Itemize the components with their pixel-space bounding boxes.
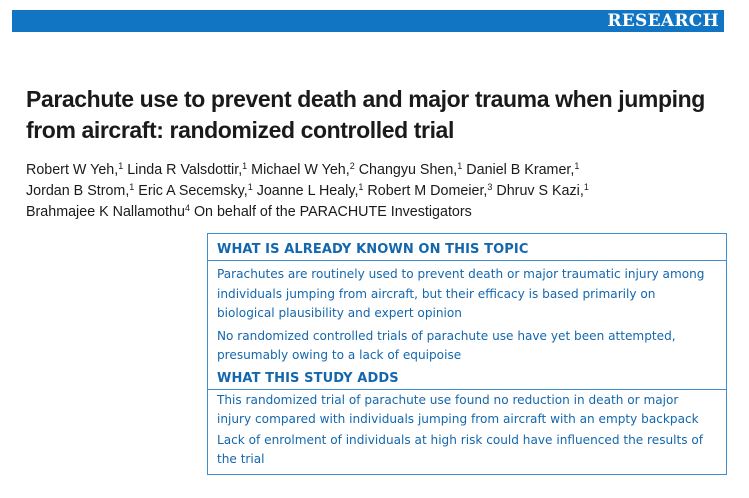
paragraph-line: This randomized trial of parachute use f… — [217, 392, 679, 407]
author-list: Robert W Yeh,1 Linda R Valsdottir,1 Mich… — [26, 160, 726, 223]
paragraph-line: biological plausibility and expert opini… — [217, 306, 462, 320]
author-name: Brahmajee K Nallamothu — [26, 204, 185, 220]
author-name: Jordan B Strom, — [26, 183, 130, 199]
author-name: Robert M Domeier, — [367, 183, 488, 199]
known-paragraph: No randomized controlled trials of parac… — [208, 327, 726, 366]
adds-heading: WHAT THIS STUDY ADDS — [208, 366, 726, 390]
adds-paragraph: Lack of enrolment of individuals at high… — [208, 431, 726, 470]
author-name: Eric A Secemsky, — [138, 183, 248, 199]
affiliation-mark: 3 — [487, 182, 493, 192]
author-name: Daniel B Kramer, — [466, 162, 575, 178]
title-line: from aircraft: randomized controlled tri… — [26, 117, 454, 143]
affiliation-mark: 1 — [247, 182, 253, 192]
paragraph-line: Lack of enrolment of individuals at high… — [217, 432, 704, 447]
affiliation-mark: 1 — [129, 182, 135, 192]
known-heading: WHAT IS ALREADY KNOWN ON THIS TOPIC — [208, 234, 726, 261]
author-name: Changyu Shen, — [358, 162, 458, 178]
paragraph-line: injury compared with individuals jumping… — [217, 412, 699, 426]
section-header-band: RESEARCH — [12, 10, 724, 32]
affiliation-mark: 1 — [574, 161, 580, 171]
affiliation-mark: 1 — [242, 161, 248, 171]
on-behalf-note: On behalf of the PARACHUTE Investigators — [193, 204, 472, 220]
affiliation-mark: 1 — [583, 182, 589, 192]
paragraph-line: Parachutes are routinely used to prevent… — [217, 267, 705, 281]
paragraph-line: the trial — [217, 452, 265, 466]
author-name: Robert W Yeh, — [26, 162, 119, 178]
summary-box: WHAT IS ALREADY KNOWN ON THIS TOPIC Para… — [207, 233, 727, 475]
affiliation-mark: 2 — [349, 161, 355, 171]
known-paragraph: Parachutes are routinely used to prevent… — [208, 265, 726, 324]
paragraph-line: No randomized controlled trials of parac… — [217, 328, 676, 343]
title-line: Parachute use to prevent death and major… — [26, 86, 705, 112]
affiliation-mark: 1 — [457, 161, 463, 171]
paragraph-line: presumably owing to a lack of equipoise — [217, 348, 462, 362]
author-name: Dhruv S Kazi, — [496, 183, 584, 199]
article-title: Parachute use to prevent death and major… — [26, 84, 741, 146]
adds-paragraph: This randomized trial of parachute use f… — [208, 391, 726, 430]
author-name: Linda R Valsdottir, — [127, 162, 243, 178]
affiliation-mark: 4 — [184, 203, 190, 213]
author-name: Michael W Yeh, — [251, 162, 350, 178]
affiliation-mark: 1 — [358, 182, 364, 192]
section-label: RESEARCH — [607, 11, 719, 31]
paragraph-line: individuals jumping from aircraft, but t… — [217, 286, 656, 301]
affiliation-mark: 1 — [118, 161, 124, 171]
author-name: Joanne L Healy, — [256, 183, 359, 199]
